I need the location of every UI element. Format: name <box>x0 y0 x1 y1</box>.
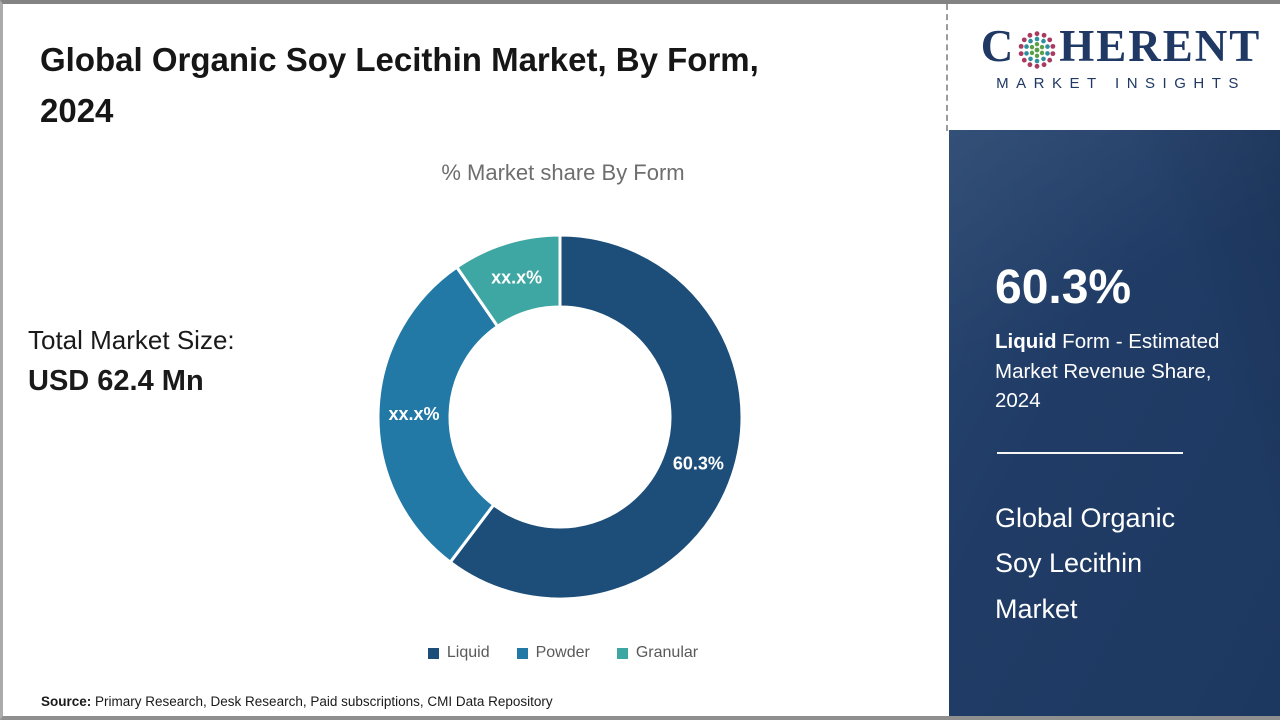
logo-globe-dot <box>1045 50 1051 56</box>
total-market-size: Total Market Size: USD 62.4 Mn <box>28 322 235 402</box>
donut-slice-granular <box>455 233 562 328</box>
logo-globe-dot <box>1022 37 1027 43</box>
sidebar-panel: 60.3% Liquid Form - Estimated Market Rev… <box>949 130 1280 716</box>
logo-letters-rest: HERENT <box>1059 21 1262 71</box>
logo-globe-dot <box>1024 50 1030 56</box>
logo-globe-dot <box>1034 58 1040 64</box>
legend-item-powder: Powder <box>516 644 590 662</box>
logo-globe-dot <box>1035 53 1040 58</box>
logo-globe-dot <box>1047 37 1053 43</box>
logo-letter-c: C <box>980 21 1016 71</box>
logo-globe-dot <box>1028 38 1034 44</box>
slice-label-granular: xx.x% <box>491 268 542 288</box>
logo-globe-dot <box>1034 63 1040 69</box>
logo-globe-dot <box>1027 32 1033 38</box>
sidebar-stat-description: Liquid Form - Estimated Market Revenue S… <box>995 327 1243 416</box>
slice-label-liquid: 60.3% <box>673 453 724 473</box>
legend-item-liquid: Liquid <box>427 644 490 662</box>
logo-globe-dot <box>1050 50 1056 56</box>
logo-globe-dot <box>1045 44 1051 49</box>
legend-item-granular: Granular <box>616 644 699 662</box>
logo-globe-dot <box>1040 44 1045 50</box>
logo-globe-dot <box>1035 41 1040 47</box>
logo-wordmark: C HERENT <box>971 21 1271 72</box>
sidebar-stat-rest: Form - Estimated Market Revenue Share, 2… <box>995 330 1220 413</box>
logo-globe-dot <box>1047 57 1053 63</box>
donut-chart: 60.3% xx.x% xx.x% <box>370 227 750 607</box>
logo-globe-dot <box>1041 61 1047 67</box>
chart-legend: Liquid Powder Granular <box>313 644 813 662</box>
sidebar-stat-value: 60.3% <box>995 261 1132 314</box>
logo-globe-dot <box>1050 43 1056 49</box>
legend-label: Liquid <box>446 644 490 661</box>
coherent-logo: C HERENT MARKET INSIGHTS <box>971 21 1271 92</box>
logo-subtitle: MARKET INSIGHTS <box>996 74 1246 92</box>
logo-globe-dot <box>1030 44 1035 50</box>
source-text: Primary Research, Desk Research, Paid su… <box>91 694 553 709</box>
donut-slice-powder <box>376 265 500 564</box>
slice-label-powder: xx.x% <box>389 404 440 424</box>
logo-globe-dot <box>1034 31 1040 36</box>
logo-globe-dot <box>1018 50 1024 56</box>
source-line: Source: Primary Research, Desk Research,… <box>41 694 553 709</box>
total-market-size-value: USD 62.4 Mn <box>28 364 204 397</box>
donut-chart-svg: 60.3% xx.x% xx.x% <box>376 233 744 601</box>
donut-slice-liquid <box>448 233 744 601</box>
sidebar-market-title: Global Organic Soy Lecithin Market <box>995 503 1176 624</box>
source-label: Source: <box>41 694 92 709</box>
legend-label: Granular <box>635 644 699 661</box>
total-market-size-label: Total Market Size: <box>28 325 235 355</box>
logo-globe-dot <box>1034 36 1040 42</box>
sidebar-divider <box>997 452 1183 454</box>
sidebar-stat-category: Liquid <box>995 330 1057 353</box>
logo-globe-dot <box>1024 44 1030 49</box>
logo-globe-dot <box>1030 50 1035 55</box>
legend-swatch <box>616 647 628 659</box>
logo-globe-dot <box>1034 47 1040 53</box>
logo-globe-dot <box>1027 61 1033 67</box>
dashed-divider <box>946 4 948 131</box>
legend-label: Powder <box>535 644 590 661</box>
coherent-logo-globe-icon <box>1018 31 1056 69</box>
page-title: Global Organic Soy Lecithin Market, By F… <box>40 41 759 130</box>
chart-subtitle: % Market share By Form <box>441 160 685 185</box>
logo-globe-dot <box>1022 57 1027 63</box>
legend-swatch <box>516 647 528 659</box>
logo-globe-dot <box>1028 56 1034 61</box>
logo-globe-dot <box>1041 56 1047 61</box>
logo-globe-dot <box>1041 32 1047 38</box>
logo-globe-dot <box>1041 38 1047 44</box>
logo-globe-dot <box>1018 43 1024 49</box>
legend-swatch <box>427 647 439 659</box>
logo-globe-dot <box>1040 50 1045 55</box>
